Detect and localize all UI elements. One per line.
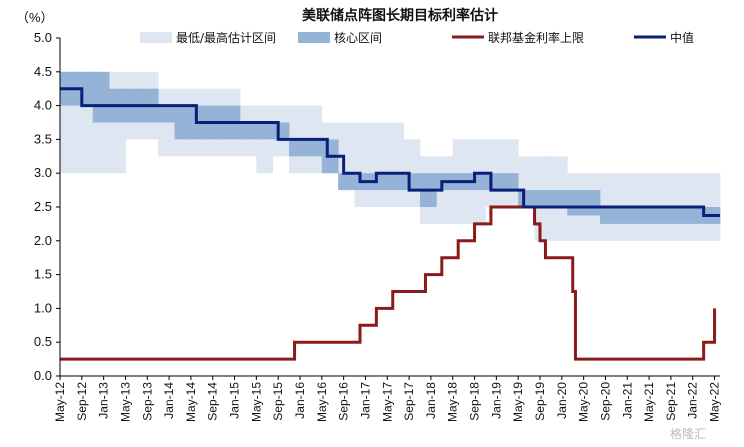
range-band-segment [109,71,126,174]
x-tick-label: May-15 [249,382,263,422]
legend-swatch-core [298,32,330,43]
x-tick-label: Jan-21 [620,382,634,419]
x-tick-label: May-12 [53,382,67,422]
y-tick-label: 2.5 [34,199,52,214]
y-unit-label: （%） [16,10,54,25]
x-tick-label: Jan-15 [228,382,242,419]
legend-label-core: 核心区间 [334,31,382,45]
core-band-segment [403,173,421,191]
x-tick-label: Sep-18 [468,382,482,421]
core-band-segment [550,190,568,207]
legend-label-ffr: 联邦基金利率上限 [488,30,584,45]
core-band-segment [665,207,683,224]
axes: 0.0 0.5 1.0 1.5 2.0 2.5 3.0 3.5 4.0 4.5 5.0 May-12 S… [34,30,722,422]
range-band-segment [387,122,405,207]
x-tick-label: Jan-14 [162,382,176,419]
core-band-segment [174,105,192,140]
x-tick-label: Sep-20 [598,382,612,421]
core-band-segment [600,207,617,224]
core-band-segment [632,207,650,224]
range-band-segment [354,122,372,207]
x-tick-label: Sep-14 [206,382,220,421]
x-tick-label: Jan-16 [293,382,307,419]
legend-swatch-range [140,32,172,43]
y-tick-label: 4.0 [34,98,52,113]
x-tick-label: Sep-15 [271,382,285,421]
core-band-segment [272,122,290,140]
x-tick-label: Jan-18 [424,382,438,419]
watermark: 格隆汇 [670,426,706,441]
x-tick-label: May-14 [184,382,198,422]
x-tick-label: Sep-17 [402,382,416,421]
range-bands [60,71,721,241]
legend: 最低/最高估计区间 核心区间 联邦基金利率上限 中值 [140,30,694,45]
median-line [60,87,720,217]
y-tick-label: 0.5 [34,334,52,349]
series-lines [60,87,720,361]
core-band-segment [338,173,355,191]
core-band-segment [681,207,699,224]
x-tick-label: May-17 [380,382,394,422]
x-tick-label: Jan-13 [97,382,111,419]
core-band-segment [616,207,634,224]
x-tick-label: Sep-16 [337,382,351,421]
core-band-segment [387,173,405,191]
x-tick-label: May-22 [708,382,722,422]
x-tick-label: May-16 [315,382,329,422]
x-tick-label: Sep-12 [75,382,89,421]
y-tick-label: 1.5 [34,267,52,282]
x-tick-label: Sep-13 [140,382,154,421]
core-band-segment [92,71,110,123]
x-tick-label: Jan-17 [358,382,372,419]
x-tick-label: Jan-19 [489,382,503,419]
core-band-segment [256,122,274,140]
y-tick-label: 0.0 [34,368,52,383]
x-tick-label: May-19 [511,382,525,422]
core-band-segment [518,190,535,207]
y-tick-label: 4.5 [34,64,52,79]
fed-funds-upper-line [60,205,717,361]
x-tick-label: Jan-22 [686,382,700,419]
y-tick-label: 3.5 [34,131,52,146]
x-tick-label: Jan-20 [555,382,569,419]
range-band-segment [370,122,388,207]
core-band-segment [501,173,519,191]
core-band-segment [289,139,306,157]
y-tick-label: 3.0 [34,165,52,180]
core-band-segment [567,190,585,216]
x-tick-label: May-20 [577,382,591,422]
legend-label-median: 中值 [670,30,694,45]
x-tick-label: May-21 [642,382,656,422]
y-tick-label: 5.0 [34,30,52,45]
y-tick-label: 1.0 [34,300,52,315]
core-band-segment [649,207,666,224]
x-tick-label: Sep-19 [533,382,547,421]
x-tick-label: May-18 [446,382,460,422]
core-band-segment [485,173,503,191]
core-band-segment [240,122,257,140]
core-band-segment [534,190,552,207]
legend-label-range: 最低/最高估计区间 [176,30,276,45]
chart-title: 美联储点阵图长期目标利率估计 [302,7,498,24]
y-tick-label: 2.0 [34,233,52,248]
core-band-segment [305,139,323,157]
x-tick-label: Sep-21 [664,382,678,421]
core-band-segment [583,190,601,216]
x-tick-label: May-13 [118,382,132,422]
core-band-segment [158,105,175,123]
